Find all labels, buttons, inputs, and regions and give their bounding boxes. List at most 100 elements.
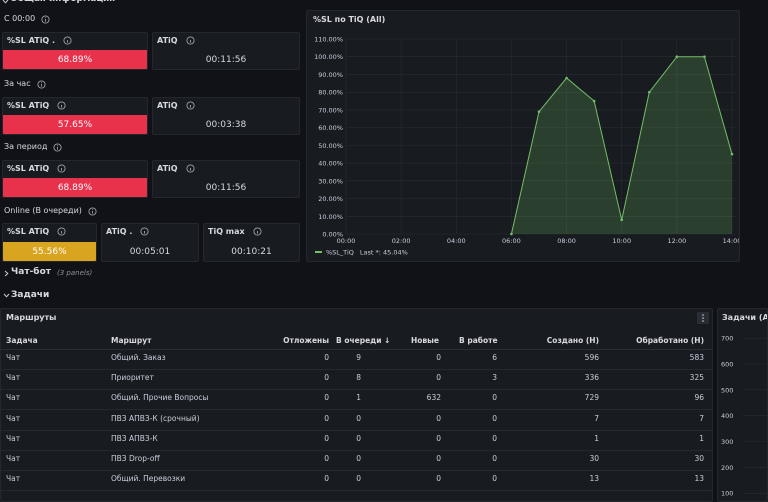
table-header[interactable]: В очереди ↓ (336, 336, 391, 345)
info-circle (41, 15, 50, 24)
table-cell: 8 (356, 373, 361, 383)
table-header[interactable]: Новые (410, 336, 439, 345)
stat-panel: ATiQ 00:11:56 (152, 160, 300, 198)
table-panel: Маршруты Задача Маршрут Отложены В очереди ↓… (0, 308, 713, 502)
side-panel: Задачи (All) 700 600 500 400 300 200 100 (717, 308, 768, 502)
table-cell: 596 (584, 353, 599, 362)
table-row-rule (1, 369, 712, 370)
stat-value-box: 68.89% (3, 178, 147, 197)
line-point (730, 152, 734, 156)
table-cell: 632 (426, 393, 441, 403)
table-header[interactable]: В работе (459, 336, 498, 345)
line-point (675, 55, 679, 59)
y-tick-label: 200 (721, 464, 733, 472)
table-cell: 0 (356, 413, 361, 423)
stat-title: ATiQ (157, 36, 178, 45)
table-cell: 0 (436, 373, 441, 383)
menu-dot (702, 314, 704, 316)
panel-menu (697, 312, 709, 324)
chevron-path (3, 293, 10, 298)
info-icon (53, 143, 62, 152)
row-title[interactable]: Задачи (11, 290, 50, 300)
y-tick-label: 100 (721, 490, 733, 498)
info-circle (186, 164, 195, 173)
table-cell: 13 (589, 474, 599, 484)
table-header[interactable]: Маршрут (111, 336, 152, 345)
menu-dot (702, 317, 704, 319)
y-tick-label: 700 (721, 335, 733, 343)
chevron-path (2, 0, 9, 4)
table-cell: Приоритет (111, 373, 154, 383)
row-chevron (2, 0, 9, 4)
info-circle (57, 227, 66, 236)
table-cell: 0 (492, 474, 497, 484)
line-point (620, 218, 624, 222)
group-label: За период (4, 142, 48, 151)
table-header-rule (1, 349, 712, 350)
line-area (511, 56, 732, 235)
y-tick-label: 60.00% (318, 124, 343, 132)
table-cell: 0 (492, 393, 497, 403)
table-cell: Чат (6, 474, 21, 484)
table-cell: Чат (6, 433, 21, 443)
info-icon (186, 164, 195, 173)
row-chevron (4, 270, 9, 277)
y-tick-label: 400 (721, 412, 733, 420)
stat-value: 55.56% (32, 247, 67, 257)
stat-title: %SL ATiQ (7, 227, 50, 236)
y-tick-label: 70.00% (318, 106, 343, 114)
table-header[interactable]: Создано (Н) (546, 336, 599, 345)
table-row-rule (1, 389, 712, 391)
table-cell: 1 (356, 393, 361, 403)
line-point (565, 76, 568, 80)
line-point (703, 55, 706, 59)
group-label: С 00:00 (4, 14, 36, 23)
stat-title: TiQ max (208, 227, 245, 236)
stat-value: 00:10:21 (231, 247, 272, 257)
stat-value: 00:05:01 (129, 247, 171, 257)
row-title[interactable]: Чат-бот (11, 267, 51, 277)
info-dot (45, 17, 46, 19)
table-cell: 0 (324, 393, 329, 403)
y-tick-label: 0.00% (322, 231, 343, 239)
y-tick-label: 100.00% (314, 53, 343, 61)
stat-value-box: 68.89% (3, 50, 147, 69)
x-tick-label: 08:00 (557, 237, 576, 245)
info-circle (53, 143, 62, 152)
table-cell: ПВЗ АПВЗ-К (срочный) (111, 413, 200, 423)
stat-panel: %SL ATiQ 55.56% (2, 223, 97, 262)
table-cell: 0 (492, 454, 497, 463)
y-tick-label: 500 (721, 386, 733, 394)
y-tick-label: 110.00% (314, 36, 343, 44)
table-header[interactable]: Задача (6, 336, 38, 345)
info-icon (140, 227, 149, 236)
x-tick-label: 10:00 (612, 237, 631, 245)
stat-value: 68.89% (57, 183, 93, 193)
line-point (647, 90, 651, 94)
y-tick-label: 90.00% (318, 71, 343, 79)
table-header[interactable]: Обработано (Н) (636, 336, 704, 345)
stat-panel: ATiQ 00:03:38 (152, 97, 300, 135)
stat-title: ATiQ . (106, 227, 133, 236)
info-dot (57, 145, 58, 147)
stat-panel: %SL ATiQ 57.65% (2, 97, 148, 135)
chart-panel: %SL по TiQ (All) 0.00% 10.00% 20.00% 30.00% 4… (306, 10, 740, 262)
info-icon (57, 227, 66, 236)
table-cell: 7 (594, 413, 599, 423)
table-header[interactable]: Отложены (283, 336, 329, 345)
table-cell: 0 (436, 413, 441, 423)
info-icon (57, 101, 66, 110)
info-icon (63, 36, 72, 45)
table-cell: 0 (436, 433, 441, 443)
info-icon (41, 15, 50, 24)
table-cell: 0 (324, 373, 329, 383)
table-cell: 0 (492, 433, 497, 443)
section-title: Общая информация (10, 0, 115, 4)
stat-panel: TiQ max 00:10:21 (203, 223, 300, 262)
table-cell: 30 (694, 454, 704, 463)
table-cell: 6 (492, 353, 497, 362)
group-label: Online (В очереди) (4, 206, 82, 215)
info-circle (63, 36, 72, 45)
row-note: (3 panels) (57, 269, 93, 277)
